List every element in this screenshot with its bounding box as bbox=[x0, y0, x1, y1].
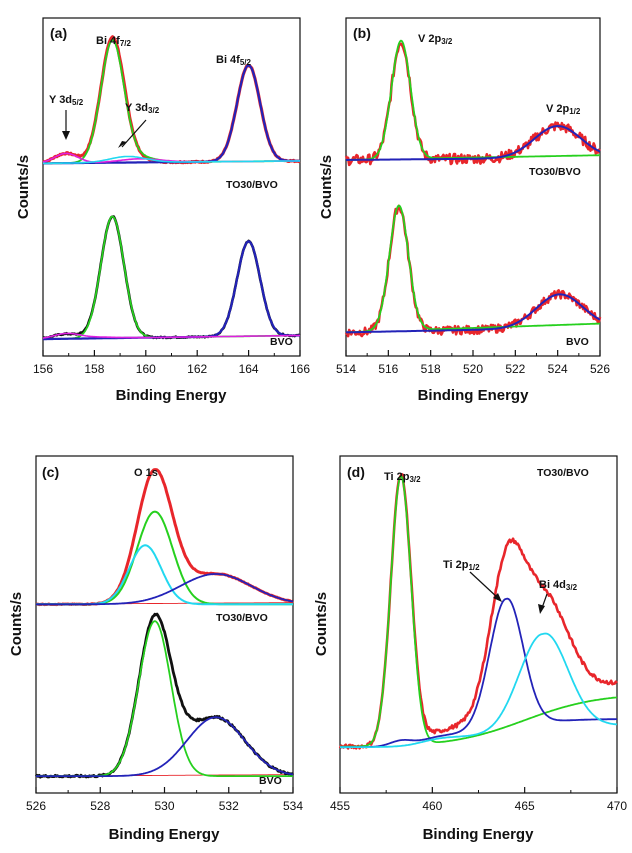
fit-curve bbox=[346, 204, 600, 334]
x-tick-label: 522 bbox=[505, 362, 525, 376]
panel-c: (c) Counts/s Binding Energy 526 528 530 532… bbox=[8, 455, 303, 843]
x-ticks: 526 528 530 532 534 bbox=[26, 787, 303, 813]
x-tick-label: 526 bbox=[26, 799, 46, 813]
y-axis-label: Counts/s bbox=[313, 592, 330, 656]
x-tick-label: 160 bbox=[136, 362, 156, 376]
fit-curve bbox=[340, 597, 617, 749]
fit-curve bbox=[36, 544, 293, 606]
x-axis-label: Binding Energy bbox=[109, 826, 220, 843]
fit-curve bbox=[36, 573, 294, 606]
x-tick-label: 156 bbox=[33, 362, 53, 376]
panel-label: (c) bbox=[42, 464, 59, 480]
plot-frame bbox=[345, 17, 601, 357]
arrow-head bbox=[118, 141, 127, 148]
annotation-ti-2p-1-2: Ti 2p1/2 bbox=[443, 559, 480, 572]
x-ticks: 514 516 518 520 522 524 526 bbox=[336, 350, 610, 376]
annotation-v-2p-3-2: V 2p3/2 bbox=[418, 33, 453, 46]
fit-curve bbox=[43, 215, 301, 340]
panel-label: (d) bbox=[347, 464, 365, 480]
x-tick-label: 524 bbox=[548, 362, 568, 376]
fit-curve bbox=[340, 632, 618, 749]
sample-label-top: TO30/BVO bbox=[216, 612, 268, 624]
curves bbox=[344, 39, 602, 338]
x-ticks: 156 158 160 162 164 166 bbox=[33, 350, 310, 376]
x-tick-label: 470 bbox=[607, 799, 627, 813]
sample-label-bottom: BVO bbox=[566, 336, 589, 348]
x-tick-label: 518 bbox=[421, 362, 441, 376]
annotation-y-3d-5-2: Y 3d5/2 bbox=[49, 94, 84, 107]
chart-title: TO30/BVO bbox=[537, 467, 589, 479]
annotation-bi-4f-7-2: Bi 4f7/2 bbox=[96, 35, 132, 48]
x-ticks: 455 460 465 470 bbox=[330, 787, 627, 813]
fit-curve bbox=[346, 125, 601, 161]
x-axis-label: Binding Energy bbox=[116, 387, 227, 404]
fit-curve bbox=[346, 293, 601, 334]
x-tick-label: 514 bbox=[336, 362, 356, 376]
fit-curve bbox=[345, 39, 600, 161]
x-tick-label: 162 bbox=[187, 362, 207, 376]
panel-label: (a) bbox=[50, 25, 67, 41]
x-tick-label: 520 bbox=[463, 362, 483, 376]
annotation-bi-4f-5-2: Bi 4f5/2 bbox=[216, 54, 252, 67]
panel-d: (d) TO30/BVO Counts/s Binding Energy 455… bbox=[313, 455, 627, 843]
x-tick-label: 460 bbox=[422, 799, 442, 813]
panel-label: (b) bbox=[353, 25, 371, 41]
x-tick-label: 530 bbox=[154, 799, 174, 813]
x-tick-label: 532 bbox=[219, 799, 239, 813]
arrow-head bbox=[62, 131, 70, 140]
fit-curve bbox=[36, 716, 294, 777]
x-tick-label: 158 bbox=[84, 362, 104, 376]
curves bbox=[42, 35, 301, 341]
panel-a: (a) Counts/s Binding Energy 156 158 160 162… bbox=[15, 17, 310, 404]
plot-frame bbox=[339, 455, 618, 794]
y-axis-label: Counts/s bbox=[8, 592, 25, 656]
fit-curve bbox=[43, 240, 301, 341]
fit-curve bbox=[43, 155, 300, 165]
x-tick-label: 164 bbox=[239, 362, 259, 376]
y-axis-label: Counts/s bbox=[15, 155, 32, 219]
annotation-o-1s: O 1s bbox=[134, 467, 158, 479]
arrow-head bbox=[493, 593, 502, 602]
raw-spectrum bbox=[42, 215, 301, 340]
raw-spectrum bbox=[35, 468, 294, 607]
x-tick-label: 526 bbox=[590, 362, 610, 376]
plot-frame bbox=[35, 455, 294, 794]
x-axis-label: Binding Energy bbox=[418, 387, 529, 404]
fit-curve bbox=[42, 332, 301, 339]
sample-label-top: TO30/BVO bbox=[226, 179, 278, 191]
x-tick-label: 455 bbox=[330, 799, 350, 813]
x-tick-label: 534 bbox=[283, 799, 303, 813]
raw-spectrum bbox=[344, 204, 602, 338]
sample-label-bottom: BVO bbox=[259, 775, 282, 787]
annotation-v-2p-1-2: V 2p1/2 bbox=[546, 103, 581, 116]
annotation-y-3d-3-2: Y 3d3/2 bbox=[125, 102, 160, 115]
x-tick-label: 528 bbox=[90, 799, 110, 813]
sample-label-top: TO30/BVO bbox=[529, 166, 581, 178]
annotation-bi-4d-3-2: Bi 4d3/2 bbox=[539, 579, 578, 592]
curves bbox=[34, 468, 295, 779]
x-tick-label: 516 bbox=[378, 362, 398, 376]
fit-curve bbox=[340, 474, 618, 748]
annotation-ti-2p-3-2: Ti 2p3/2 bbox=[384, 471, 421, 484]
arrow-line bbox=[121, 119, 147, 148]
panel-b: (b) Counts/s Binding Energy 514 516 518 520… bbox=[318, 17, 610, 404]
x-tick-label: 465 bbox=[515, 799, 535, 813]
sample-label-bottom: BVO bbox=[270, 336, 293, 348]
arrow-line bbox=[469, 571, 499, 599]
x-tick-label: 166 bbox=[290, 362, 310, 376]
x-axis-label: Binding Energy bbox=[423, 826, 534, 843]
fit-curve bbox=[43, 64, 300, 165]
fit-curve bbox=[36, 510, 293, 606]
y-axis-label: Counts/s bbox=[318, 155, 335, 219]
curves bbox=[338, 473, 618, 750]
arrow-head bbox=[538, 604, 545, 614]
